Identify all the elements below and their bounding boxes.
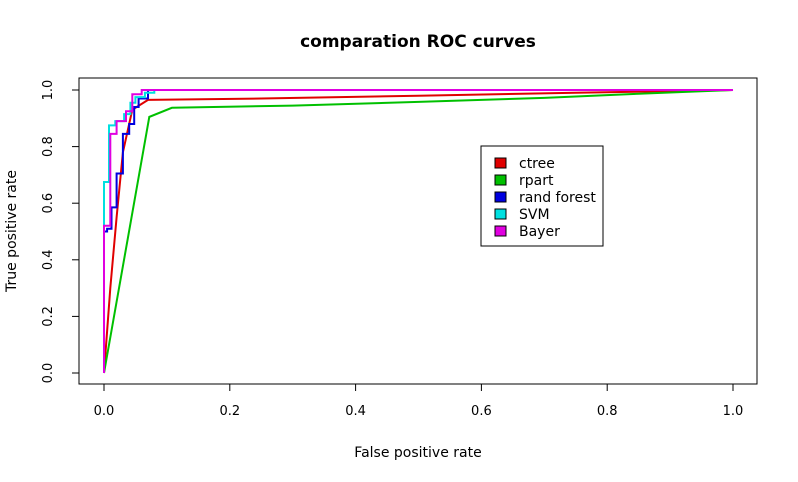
- legend-label: rand forest: [519, 190, 596, 206]
- legend-swatch: [494, 225, 507, 237]
- series-line-SVM: [103, 89, 733, 373]
- legend-swatch: [494, 191, 507, 203]
- chart-title: comparation ROC curves: [300, 32, 536, 52]
- x-tick-label: 0.8: [597, 404, 618, 419]
- x-tick-label: 1.0: [723, 404, 744, 419]
- legend-swatch: [494, 157, 507, 169]
- legend-label: SVM: [519, 207, 550, 223]
- x-tick-label: 0.0: [94, 404, 115, 419]
- y-axis: 0.0 0.2 0.4 0.6 0.8 1.0: [41, 80, 80, 384]
- x-axis-label: False positive rate: [354, 445, 481, 461]
- series-line-ctree: [103, 89, 734, 374]
- series-line-Bayer: [103, 89, 733, 373]
- y-tick-label: 0.0: [41, 363, 56, 384]
- y-tick-label: 0.6: [41, 193, 56, 214]
- x-tick-label: 0.4: [345, 404, 366, 419]
- y-axis-label: True positive rate: [4, 170, 20, 293]
- x-axis: 0.0 0.2 0.4 0.6 0.8 1.0: [94, 383, 744, 419]
- legend-swatch: [494, 174, 507, 186]
- y-tick-label: 0.8: [41, 136, 56, 157]
- plot-frame: [78, 77, 758, 385]
- series-line-rpart: [103, 89, 734, 374]
- legend-label: ctree: [519, 156, 555, 172]
- legend-label: Bayer: [519, 224, 560, 240]
- legend-swatch: [494, 208, 507, 220]
- y-tick-label: 0.2: [41, 306, 56, 327]
- y-tick-label: 0.4: [41, 249, 56, 270]
- x-tick-label: 0.2: [219, 404, 240, 419]
- series-lines: [103, 89, 734, 374]
- series-line-rand-forest: [103, 89, 733, 373]
- legend-label: rpart: [519, 173, 554, 189]
- x-tick-label: 0.6: [471, 404, 492, 419]
- y-tick-label: 1.0: [41, 80, 56, 101]
